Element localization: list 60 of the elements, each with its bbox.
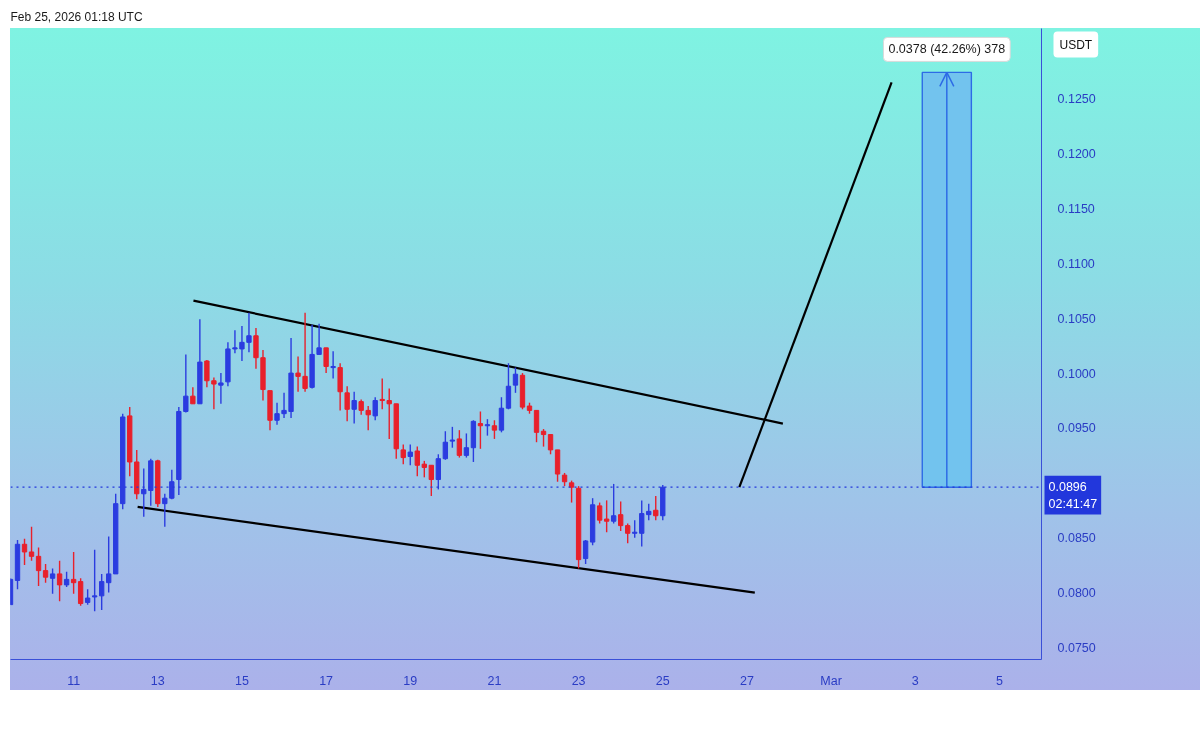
- x-tick-label: 19: [403, 673, 418, 688]
- candlestick: [351, 391, 357, 425]
- y-tick-label: 0.1100: [1057, 256, 1095, 271]
- candlestick: [407, 443, 413, 466]
- y-tick-label: 0.0800: [1057, 586, 1096, 601]
- text: Feb 25, 2026 01:18 UTC: [10, 9, 143, 24]
- candlestick: [505, 362, 512, 410]
- y-axis-title: USDT: [1059, 37, 1093, 52]
- candlestick: [77, 577, 84, 607]
- y-tick-label: 0.0850: [1057, 531, 1096, 546]
- text: 02:41:47: [1048, 496, 1098, 511]
- y-tick-label: 0.1150: [1057, 201, 1095, 216]
- candlestick: [512, 366, 519, 394]
- candlestick: [42, 563, 49, 584]
- candlestick: [218, 372, 224, 405]
- candlestick: [56, 560, 63, 603]
- candlestick: [49, 567, 56, 595]
- candlestick: [498, 396, 505, 434]
- x-tick-label: 5: [995, 673, 1003, 688]
- y-tick-label: 0.1050: [1057, 311, 1096, 326]
- y-tick-label: 0.1200: [1057, 147, 1096, 162]
- candlestick: [330, 350, 336, 380]
- candlestick: [91, 549, 98, 612]
- candlestick: [21, 538, 28, 566]
- candlestick: [35, 546, 42, 587]
- candlestick: [463, 432, 470, 459]
- candlestick: [653, 495, 659, 521]
- y-tick-label: 0.0750: [1057, 640, 1096, 655]
- candlestick: [449, 426, 456, 449]
- y-tick-label: 0.1250: [1057, 92, 1096, 107]
- candlestick: [456, 429, 463, 459]
- x-tick-label: 17: [319, 673, 334, 688]
- x-tick-label: 13: [150, 673, 165, 688]
- x-tick-label: 25: [655, 673, 670, 688]
- candlestick: [70, 551, 77, 595]
- x-tick-label: 15: [235, 673, 249, 688]
- candlestick: [603, 499, 610, 533]
- x-tick-label: 11: [67, 673, 81, 688]
- x-tick-label: 27: [739, 673, 754, 688]
- candlestick: [533, 409, 540, 443]
- candlestick: [582, 539, 589, 565]
- candlestick: [491, 419, 498, 440]
- candlestick: [28, 526, 35, 562]
- candlestick: [568, 479, 575, 504]
- candlestick: [547, 433, 554, 455]
- annotation: 0.0378 (42.26%) 378: [888, 42, 1006, 57]
- x-tick-label: 23: [571, 673, 586, 688]
- x-tick-label: Mar: [820, 673, 842, 688]
- candlestick: [477, 410, 484, 450]
- x-tick-label: 3: [911, 673, 919, 688]
- y-tick-label: 0.0950: [1057, 421, 1096, 436]
- candlestick: [344, 385, 350, 423]
- candlestick: [596, 501, 603, 525]
- x-tick-label: 21: [487, 673, 502, 688]
- candlestick: [372, 396, 378, 421]
- y-tick-label: 0.1000: [1057, 366, 1096, 381]
- candlestick: [442, 430, 449, 461]
- candlestick: [400, 443, 406, 465]
- candlestick: [323, 347, 329, 374]
- ref-line-label: 0.0896: [1048, 479, 1087, 494]
